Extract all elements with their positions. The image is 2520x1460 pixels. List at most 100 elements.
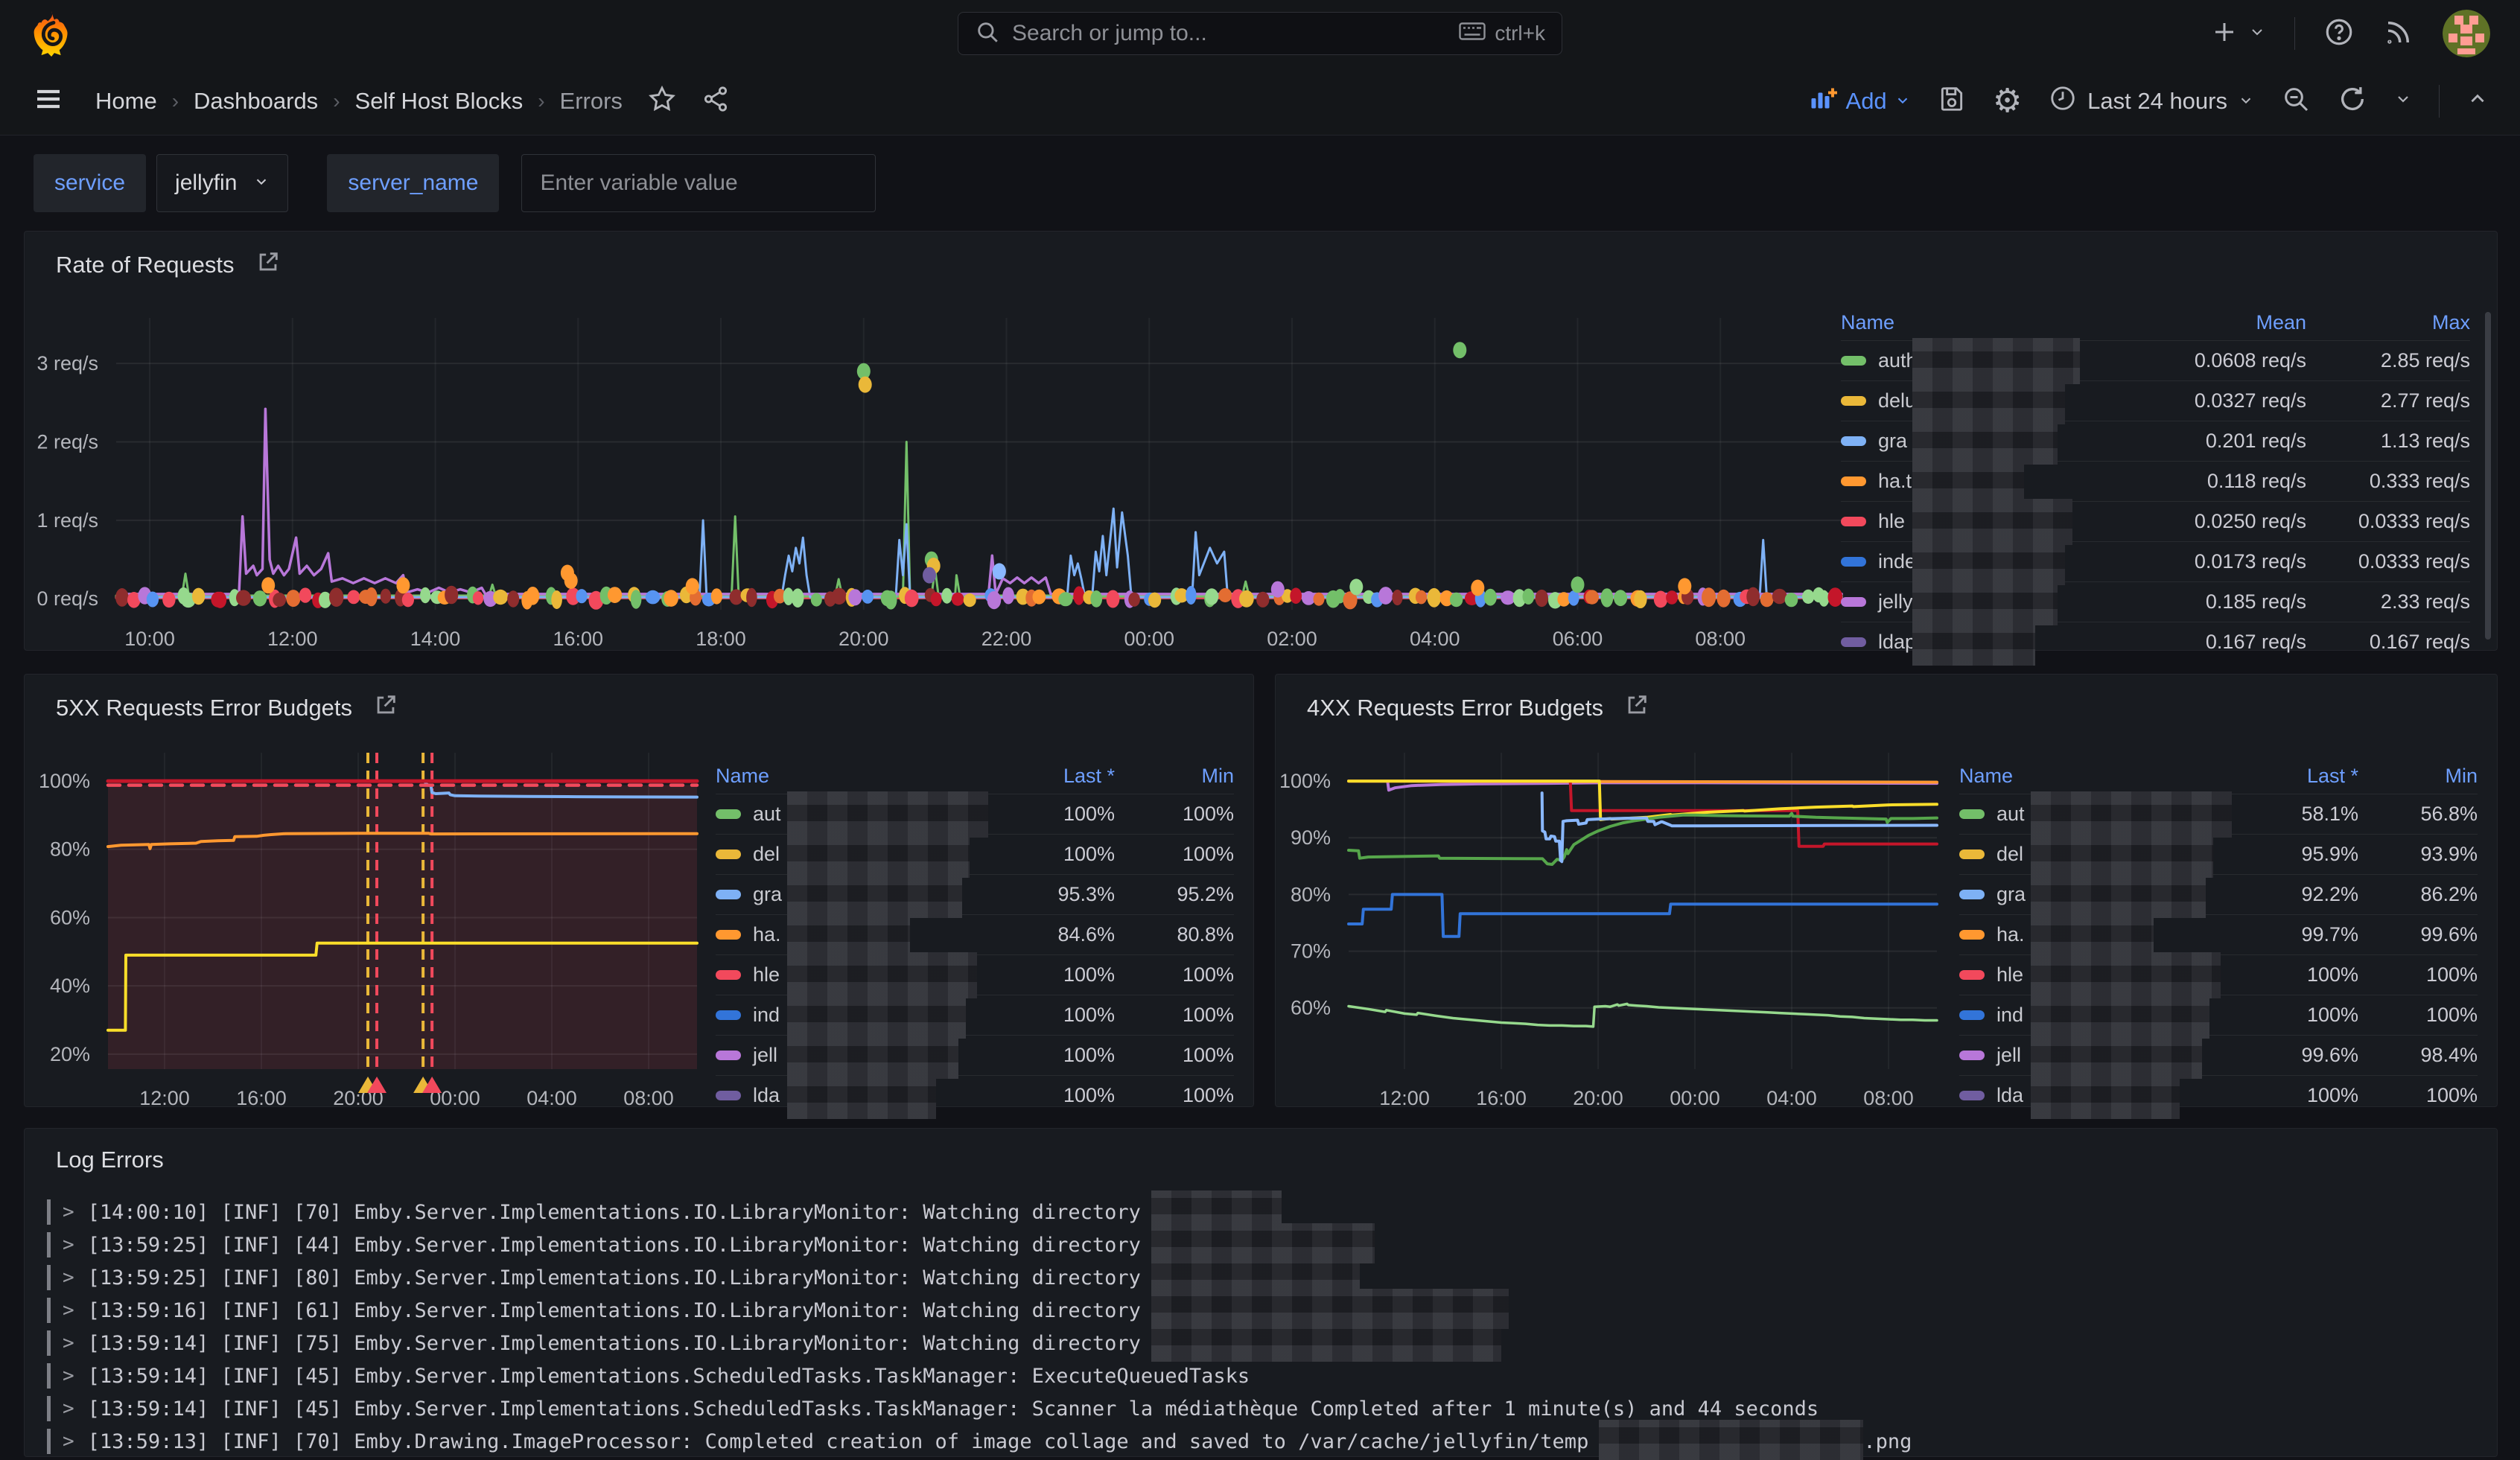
grafana-logo-icon[interactable] — [30, 9, 76, 58]
legend-row[interactable]: gra 92.2% 86.2% — [1959, 871, 2478, 918]
legend-row[interactable]: ldap 0.167 req/s 0.167 req/s — [1841, 619, 2470, 666]
legend-row[interactable]: inde 0.0173 req/s 0.0333 req/s — [1841, 538, 2470, 585]
news-rss-icon[interactable] — [2383, 16, 2414, 51]
legend-row[interactable]: ha.t 0.118 req/s 0.333 req/s — [1841, 458, 2470, 505]
legend-row[interactable]: gra 95.3% 95.2% — [716, 871, 1234, 918]
legend-series-name[interactable]: hle — [1841, 498, 2113, 545]
legend-series-name[interactable]: lda — [1959, 1072, 2232, 1119]
help-icon[interactable] — [2323, 16, 2355, 51]
legend-series-name[interactable]: hle — [1959, 951, 2232, 998]
legend-col-2[interactable]: Min — [2445, 764, 2478, 787]
rate-of-requests-chart[interactable]: 0 req/s 1 req/s 2 req/s 3 req/s 10:00 12:00 14… — [19, 306, 1860, 662]
legend-row[interactable]: del 95.9% 93.9% — [1959, 831, 2478, 878]
external-link-icon[interactable] — [255, 249, 281, 281]
search-input[interactable]: Search or jump to... ctrl+k — [958, 12, 1562, 55]
panel-title[interactable]: 4XX Requests Error Budgets — [1307, 692, 1649, 724]
legend-row[interactable]: ind 100% 100% — [716, 992, 1234, 1039]
legend-series-name[interactable]: gra — [716, 871, 988, 918]
legend-row[interactable]: auth 0.0608 req/s 2.85 req/s — [1841, 337, 2470, 384]
4xx-error-budget-chart[interactable]: 100% 90% 80% 70% 60% 12:00 16:00 20:00 00:00 04:0… — [1252, 741, 1952, 1121]
legend-series-name[interactable]: jell — [1959, 1032, 2232, 1079]
legend-col-name[interactable]: Name — [1959, 764, 2014, 787]
legend-row[interactable]: ha. 99.7% 99.6% — [1959, 911, 2478, 958]
legend-series-name[interactable]: gra — [1841, 418, 2113, 465]
legend-row[interactable]: ha. 84.6% 80.8% — [716, 911, 1234, 958]
legend-col-name[interactable]: Name — [716, 764, 770, 787]
legend-row[interactable]: hle 100% 100% — [1959, 951, 2478, 998]
legend-col-2[interactable]: Min — [1201, 764, 1234, 787]
save-dashboard-icon[interactable] — [1938, 85, 1966, 117]
log-expand-icon[interactable]: > — [63, 1266, 74, 1289]
legend-row[interactable]: ind 100% 100% — [1959, 992, 2478, 1039]
legend-series-name[interactable]: ha. — [716, 911, 988, 958]
user-avatar[interactable] — [2443, 10, 2490, 57]
legend-value-2: 0.0333 req/s — [2358, 510, 2470, 532]
legend-col-name[interactable]: Name — [1841, 310, 1895, 334]
dashboard-settings-gear-icon[interactable]: ⚙ — [1992, 81, 2023, 120]
refresh-interval-chevron-icon[interactable] — [2394, 90, 2412, 112]
legend-row[interactable]: hle 0.0250 req/s 0.0333 req/s — [1841, 498, 2470, 545]
zoom-out-icon[interactable] — [2281, 84, 2311, 118]
legend-col-1[interactable]: Last * — [1063, 764, 1115, 787]
panel-title[interactable]: Rate of Requests — [56, 249, 281, 281]
legend-series-name[interactable]: ind — [1959, 992, 2232, 1039]
legend-series-name[interactable]: delu — [1841, 377, 2113, 424]
add-panel-button[interactable]: Add — [1809, 85, 1911, 118]
legend-series-name[interactable]: inde — [1841, 538, 2113, 585]
log-expand-icon[interactable]: > — [63, 1397, 74, 1420]
server-name-variable-input[interactable]: Enter variable value — [521, 154, 876, 212]
legend-row[interactable]: hle 100% 100% — [716, 951, 1234, 998]
legend-row[interactable]: jelly 0.185 req/s 2.33 req/s — [1841, 578, 2470, 625]
5xx-error-budget-chart[interactable]: 100% 80% 60% 40% 20% 12:00 16:00 20:00 00:00 04:0… — [11, 741, 712, 1121]
legend-series-name[interactable]: ha. — [1959, 911, 2232, 958]
legend-series-name[interactable]: hle — [716, 951, 988, 998]
legend-col-2[interactable]: Max — [2431, 310, 2470, 334]
log-expand-icon[interactable]: > — [63, 1430, 74, 1453]
legend-row[interactable]: del 100% 100% — [716, 831, 1234, 878]
legend-scrollbar[interactable] — [2485, 312, 2491, 640]
legend-series-name[interactable]: ind — [716, 992, 988, 1039]
panel-title[interactable]: Log Errors — [56, 1147, 164, 1173]
legend-series-name[interactable]: lda — [716, 1072, 988, 1119]
legend-series-name[interactable]: jelly — [1841, 578, 2113, 625]
refresh-icon[interactable] — [2338, 84, 2367, 118]
favorite-star-icon[interactable] — [648, 85, 676, 117]
legend-row[interactable]: aut 100% 100% — [716, 791, 1234, 838]
new-button[interactable] — [2211, 19, 2266, 49]
breadcrumb-item[interactable]: Errors — [559, 87, 623, 114]
legend-row[interactable]: jell 100% 100% — [716, 1032, 1234, 1079]
log-expand-icon[interactable]: > — [63, 1299, 74, 1322]
share-icon[interactable] — [701, 85, 730, 117]
legend-row[interactable]: delu 0.0327 req/s 2.77 req/s — [1841, 377, 2470, 424]
log-expand-icon[interactable]: > — [63, 1365, 74, 1387]
legend-col-1[interactable]: Mean — [2256, 310, 2306, 334]
external-link-icon[interactable] — [1624, 692, 1649, 724]
log-expand-icon[interactable]: > — [63, 1234, 74, 1256]
legend-series-name[interactable]: ha.t — [1841, 458, 2113, 505]
legend-col-1[interactable]: Last * — [2306, 764, 2358, 787]
legend-series-name[interactable]: jell — [716, 1032, 988, 1079]
external-link-icon[interactable] — [373, 692, 398, 724]
legend-series-name[interactable]: del — [1959, 831, 2232, 878]
legend-row[interactable]: lda 100% 100% — [1959, 1072, 2478, 1119]
time-range-picker[interactable]: Last 24 hours — [2049, 84, 2254, 118]
panel-title[interactable]: 5XX Requests Error Budgets — [56, 692, 398, 724]
legend-series-name[interactable]: gra — [1959, 871, 2232, 918]
legend-row[interactable]: lda 100% 100% — [716, 1072, 1234, 1119]
log-expand-icon[interactable]: > — [63, 1332, 74, 1354]
legend-series-name[interactable]: del — [716, 831, 988, 878]
menu-hamburger-icon[interactable] — [31, 84, 66, 118]
legend-series-name[interactable]: ldap — [1841, 619, 2113, 666]
legend-row[interactable]: gra 0.201 req/s 1.13 req/s — [1841, 418, 2470, 465]
breadcrumb-item[interactable]: Home — [95, 87, 157, 114]
service-variable-select[interactable]: jellyfin — [156, 154, 289, 212]
legend-series-name[interactable]: auth — [1841, 337, 2113, 384]
breadcrumb-item[interactable]: Self Host Blocks — [354, 87, 524, 114]
legend-series-name[interactable]: aut — [716, 791, 988, 838]
log-expand-icon[interactable]: > — [63, 1201, 74, 1223]
legend-row[interactable]: aut 58.1% 56.8% — [1959, 791, 2478, 838]
legend-row[interactable]: jell 99.6% 98.4% — [1959, 1032, 2478, 1079]
legend-series-name[interactable]: aut — [1959, 791, 2232, 838]
collapse-caret-up-icon[interactable] — [2466, 89, 2489, 112]
breadcrumb-item[interactable]: Dashboards — [194, 87, 319, 114]
